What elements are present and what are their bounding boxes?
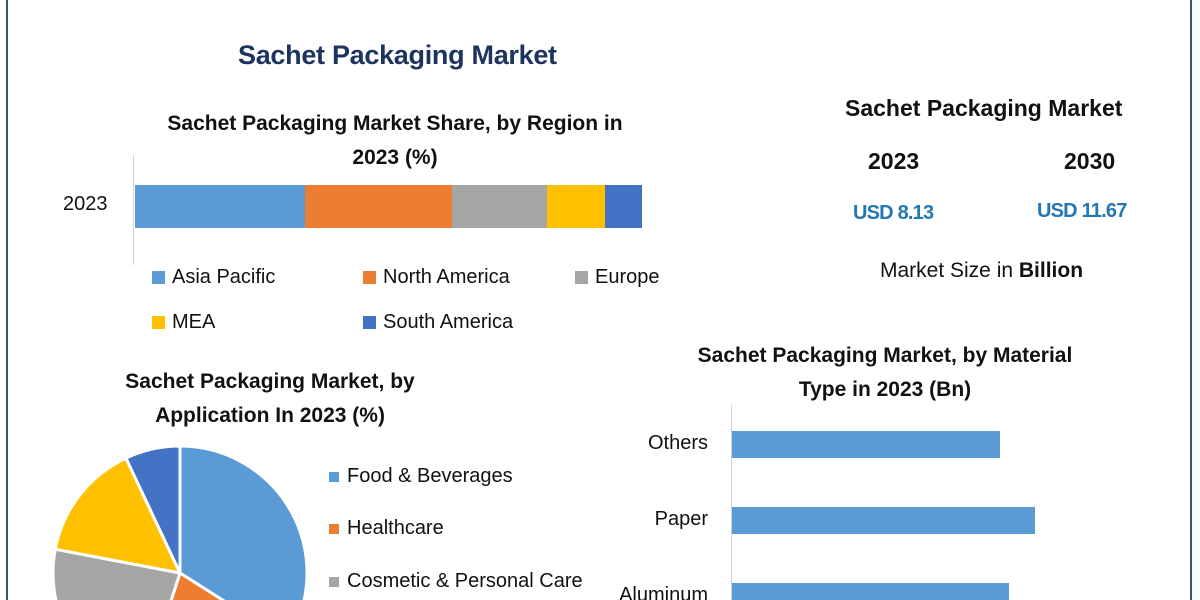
region-chart-title-line-1: Sachet Packaging Market Share, by Region… (167, 112, 623, 135)
bar-segment-south-america (604, 185, 642, 228)
legend-label: Healthcare (347, 517, 444, 539)
legend-swatch-icon (329, 523, 339, 534)
legend-swatch-icon (363, 271, 376, 284)
market-size-value-2023: USD 8.13 (853, 202, 934, 224)
material-bar-paper (732, 507, 1035, 534)
bar-segment-asia-pacific (135, 185, 305, 228)
material-chart-title-line-1: Sachet Packaging Market, by Material (697, 344, 1073, 367)
legend-item: South America (363, 311, 513, 334)
market-size-value-2030: USD 11.67 (1037, 200, 1127, 222)
legend-swatch-icon (363, 316, 376, 329)
application-chart-title: Sachet Packaging Market, by Application … (70, 365, 470, 433)
right-border (1190, 0, 1192, 600)
market-size-year-2023: 2023 (868, 148, 920, 174)
material-chart-title-line-2: Type in 2023 (Bn) (798, 378, 972, 401)
legend-swatch-icon (329, 471, 339, 482)
legend-swatch-icon (575, 271, 588, 284)
material-category-label: Aluminum (619, 584, 708, 600)
bar-segment-mea (546, 185, 605, 228)
legend-label: Asia Pacific (172, 266, 276, 288)
material-category-label: Others (647, 432, 708, 454)
legend-item: Asia Pacific (152, 266, 275, 289)
region-chart-title-line-2: 2023 (%) (352, 146, 438, 169)
region-chart-axis (133, 155, 134, 265)
pie-slice-healthcare (169, 570, 226, 600)
legend-swatch-icon (152, 316, 165, 329)
market-size-year-2030: 2030 (1064, 148, 1116, 174)
legend-swatch-icon (329, 576, 339, 587)
legend-label: MEA (172, 311, 216, 333)
right-margin (1192, 0, 1200, 600)
pie-slice-4 (123, 446, 182, 574)
legend-item: MEA (152, 311, 215, 334)
legend-label: North America (383, 266, 510, 288)
material-category-label: Paper (654, 508, 708, 530)
bar-segment-europe (451, 185, 547, 228)
pie-slice-3 (53, 456, 183, 576)
legend-item: Cosmetic & Personal Care (329, 570, 583, 593)
legend-item: Healthcare (329, 517, 444, 540)
application-pie-chart (53, 446, 307, 600)
legend-label: Cosmetic & Personal Care (347, 570, 583, 592)
application-chart-title-line-2: Application In 2023 (%) (155, 404, 385, 427)
material-chart-axis (731, 405, 732, 600)
material-bar-others (732, 431, 1000, 458)
legend-item: Europe (575, 266, 660, 289)
page-title: Sachet Packaging Market (238, 40, 557, 70)
market-size-title: Sachet Packaging Market (845, 95, 1123, 121)
region-stacked-bar (135, 185, 642, 228)
region-chart-title: Sachet Packaging Market Share, by Region… (130, 107, 660, 175)
bar-segment-north-america (304, 185, 452, 228)
market-size-caption: Market Size in Billion (880, 259, 1083, 283)
legend-item: North America (363, 266, 510, 289)
legend-label: Europe (595, 266, 660, 288)
left-border (6, 0, 8, 600)
material-bar-aluminum (732, 583, 1009, 600)
material-chart-title: Sachet Packaging Market, by Material Typ… (660, 339, 1110, 407)
legend-swatch-icon (152, 271, 165, 284)
caption-prefix: Market Size in (880, 259, 1019, 282)
legend-label: Food & Beverages (347, 465, 513, 487)
pie-slice-food-beverages (178, 446, 307, 600)
pie-slice-cosmetic-personal-care (53, 547, 182, 600)
application-chart-title-line-1: Sachet Packaging Market, by (125, 370, 415, 393)
legend-item: Food & Beverages (329, 465, 513, 488)
legend-label: South America (383, 311, 514, 333)
region-category-label: 2023 (63, 193, 108, 215)
caption-unit: Billion (1018, 259, 1084, 282)
